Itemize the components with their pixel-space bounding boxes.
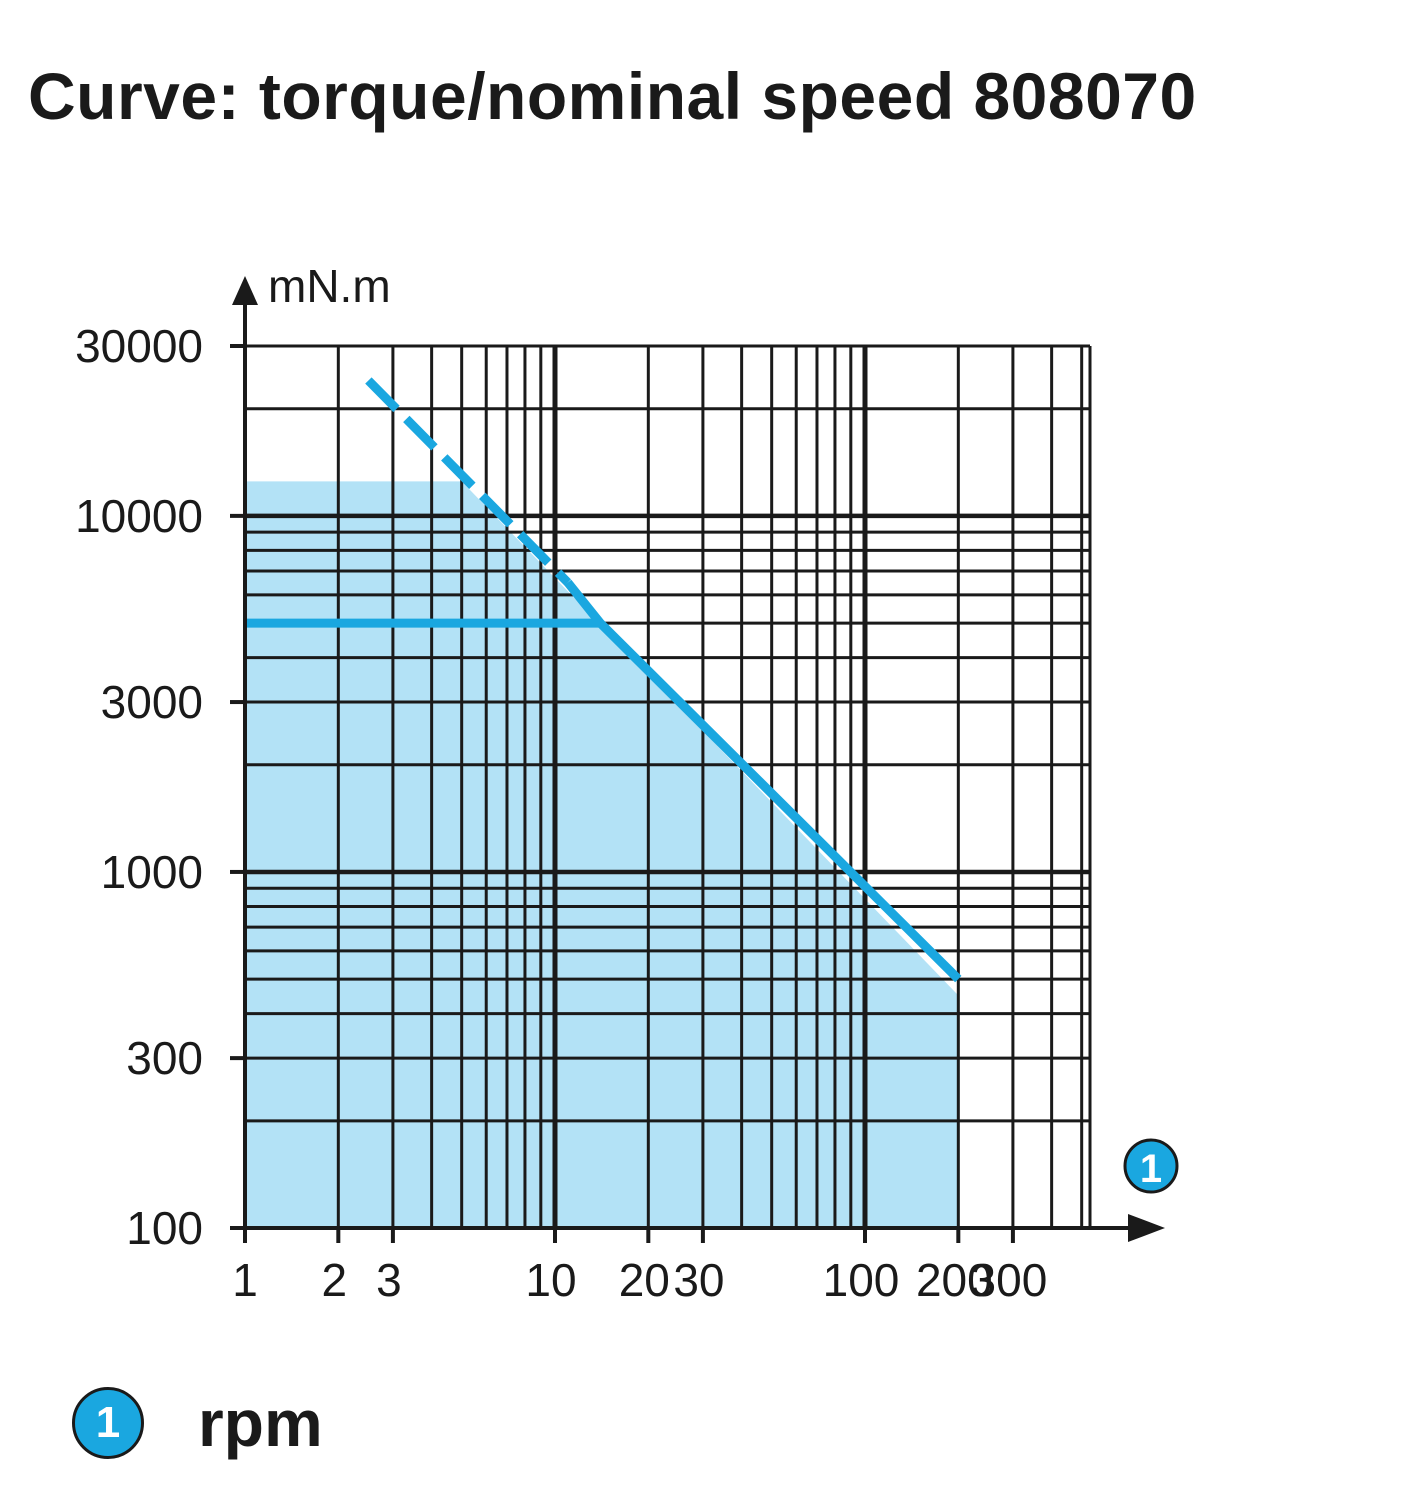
x-tick-label: 20 [619, 1254, 670, 1306]
x-axis-marker-label: 1 [1140, 1147, 1162, 1191]
x-tick-label: 300 [971, 1254, 1048, 1306]
y-axis-unit-label: mN.m [268, 260, 391, 312]
x-axis-marker-badge [1123, 1138, 1179, 1194]
legend-label: rpm [198, 1386, 323, 1460]
operating-area-fill [245, 481, 959, 1228]
x-tick-label: 30 [673, 1254, 724, 1306]
y-tick-label: 100 [126, 1202, 203, 1254]
x-tick-label: 2 [322, 1254, 348, 1306]
torque-curve-1 [365, 377, 572, 586]
x-tick-label: 1 [232, 1254, 258, 1306]
legend: 1 rpm [72, 1385, 323, 1461]
x-tick-label: 200 [916, 1254, 993, 1306]
y-tick-label: 30000 [75, 320, 203, 372]
y-tick-label: 1000 [101, 846, 203, 898]
x-tick-label: 100 [823, 1254, 900, 1306]
y-tick-label: 10000 [75, 490, 203, 542]
x-axis-arrow-icon [1128, 1214, 1165, 1242]
x-tick-label: 3 [376, 1254, 402, 1306]
chart-title: Curve: torque/nominal speed 808070 [28, 59, 1197, 133]
legend-marker-badge: 1 [72, 1387, 144, 1459]
y-tick-label: 300 [126, 1032, 203, 1084]
y-axis-arrow-icon [232, 276, 258, 305]
x-tick-label: 10 [525, 1254, 576, 1306]
y-tick-label: 3000 [101, 676, 203, 728]
